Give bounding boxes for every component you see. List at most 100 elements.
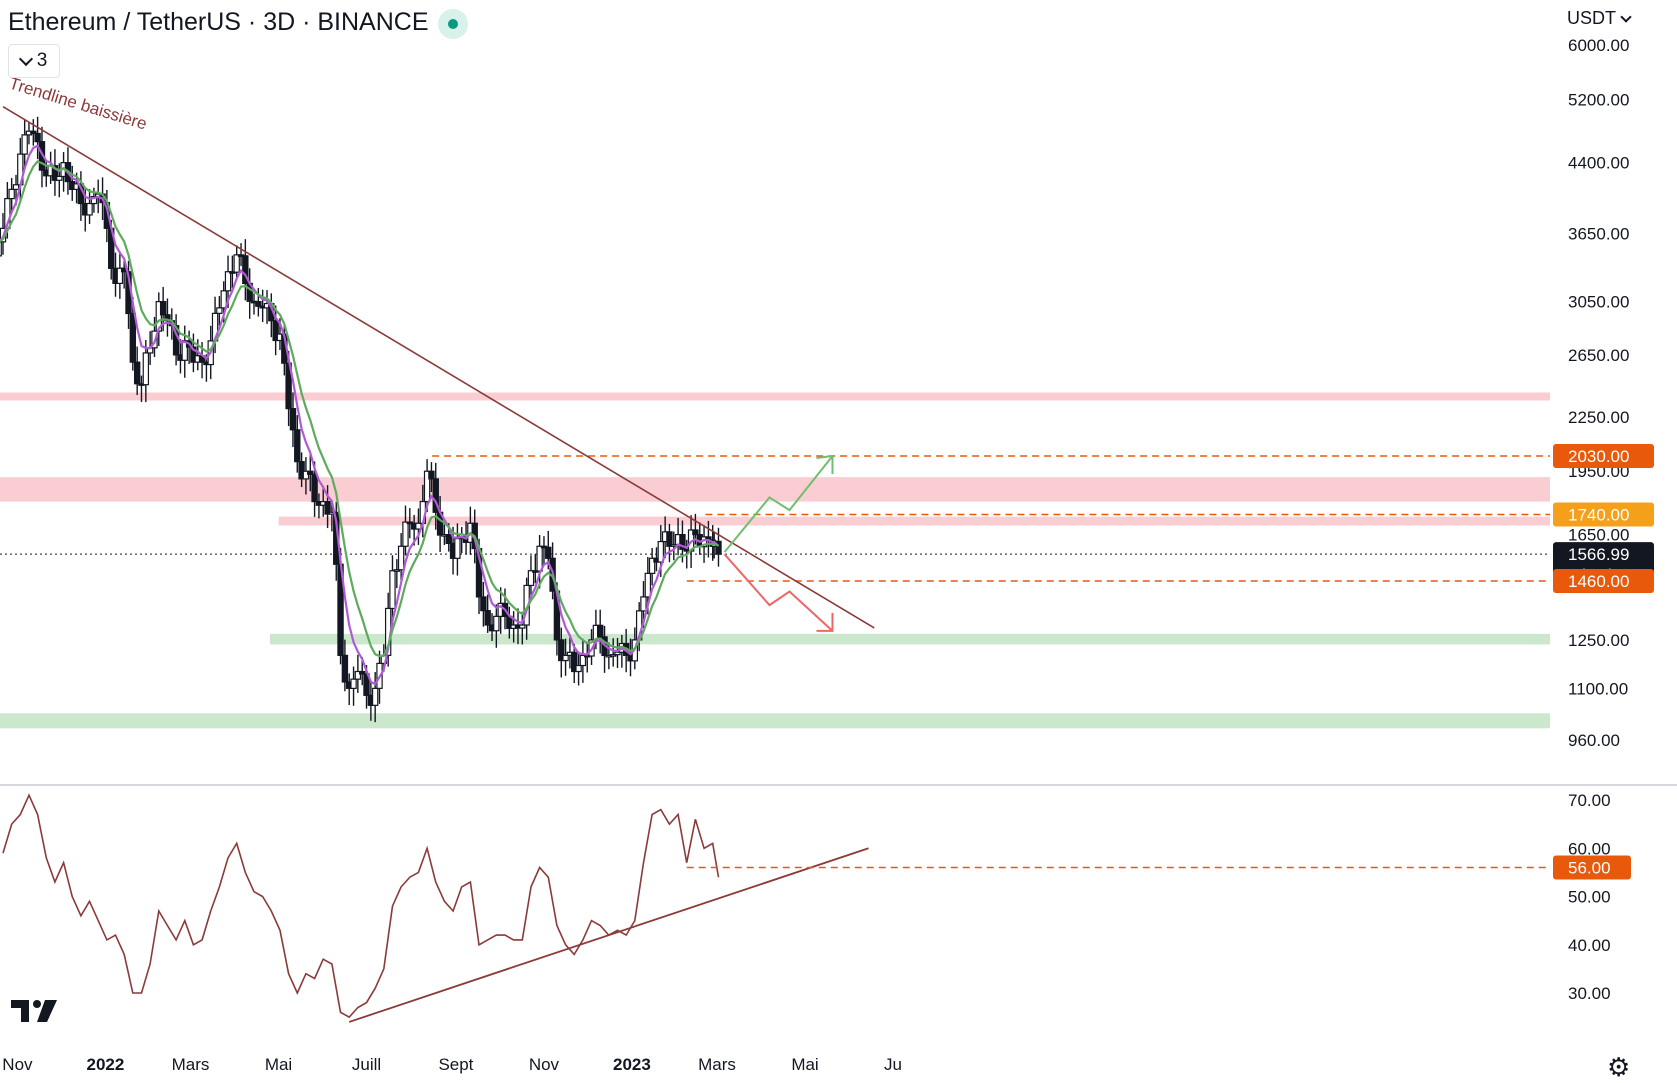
- candle: [493, 615, 500, 632]
- bearish-scenario-arrow: [723, 553, 834, 632]
- time-axis-tick-label: 2023: [613, 1055, 651, 1074]
- time-axis-tick-label: 2022: [87, 1055, 125, 1074]
- time-axis-tick-label: Mai: [265, 1055, 292, 1074]
- candle: [34, 132, 41, 143]
- candle: [363, 673, 370, 696]
- gear-icon[interactable]: ⚙: [1607, 1052, 1631, 1082]
- candle: [393, 569, 401, 572]
- candle: [133, 361, 141, 385]
- resistance-zone: [0, 477, 1550, 502]
- candle: [12, 184, 20, 191]
- candle: [341, 654, 349, 683]
- candle: [307, 470, 314, 475]
- price-axis-tick-label: 4400.00: [1568, 154, 1629, 173]
- price-label-text: 1740.00: [1568, 505, 1629, 524]
- price-label-badge: [1553, 568, 1654, 593]
- candle: [445, 534, 452, 544]
- price-axis-tick-label: 5200.00: [1568, 90, 1629, 109]
- indicator-legend-toggle[interactable]: 3: [8, 44, 60, 78]
- candle: [648, 557, 656, 574]
- chevron-down-icon: [18, 51, 33, 66]
- candle: [679, 534, 686, 550]
- currency-label: USDT: [1567, 8, 1616, 28]
- rsi-label-text: 56.00: [1568, 859, 1611, 878]
- candle: [233, 254, 240, 273]
- candle: [302, 470, 310, 480]
- candle: [480, 596, 487, 612]
- rsi-axis-tick-label: 40.00: [1568, 936, 1611, 955]
- candle: [545, 546, 552, 559]
- bullish-scenario-arrow: [723, 455, 834, 553]
- trendline-label: Trendline baissière: [7, 74, 149, 134]
- time-axis-tick-label: Mars: [698, 1055, 736, 1074]
- candle: [454, 538, 461, 559]
- candle: [715, 540, 722, 555]
- candle: [558, 639, 565, 662]
- candle: [272, 320, 279, 342]
- candle: [484, 610, 491, 626]
- candle: [666, 531, 673, 547]
- time-axis-tick-label: Nov: [2, 1055, 33, 1074]
- candle: [289, 408, 297, 431]
- candle: [220, 290, 227, 309]
- candle: [21, 134, 28, 155]
- candle: [575, 664, 582, 673]
- candle: [8, 188, 15, 200]
- candle: [255, 301, 262, 307]
- candle: [242, 255, 249, 284]
- candle: [389, 570, 396, 610]
- candle: [519, 624, 526, 629]
- time-axis-tick-label: Mai: [791, 1055, 818, 1074]
- time-axis-tick-label: Nov: [529, 1055, 560, 1074]
- candle: [0, 241, 2, 257]
- price-label-badge: [1553, 443, 1654, 468]
- price-axis-tick-label: 2250.00: [1568, 408, 1629, 427]
- price-label-text: 2030.00: [1568, 447, 1629, 466]
- candle: [224, 271, 232, 292]
- support-zone: [269, 633, 1551, 645]
- candle: [596, 624, 604, 638]
- candle: [30, 130, 37, 135]
- rsi-axis-tick-label: 60.00: [1568, 839, 1611, 858]
- price-label-text: 1566.99: [1568, 545, 1629, 564]
- candle: [614, 651, 621, 656]
- chart-title: Ethereum / TetherUS · 3D · BINANCE: [8, 8, 429, 36]
- candle: [562, 654, 569, 662]
- time-axis-tick-label: Ju: [884, 1055, 902, 1074]
- resistance-zone: [278, 516, 1550, 526]
- candle: [359, 670, 366, 675]
- time-axis-tick-label: Sept: [438, 1055, 473, 1074]
- price-axis-tick-label: 3650.00: [1568, 224, 1629, 243]
- candle: [116, 267, 124, 284]
- currency-selector[interactable]: USDT: [1567, 8, 1632, 29]
- rsi-line: [2, 793, 720, 1019]
- candle: [432, 478, 439, 513]
- candle: [51, 165, 59, 181]
- time-axis-tick-label: Juill: [352, 1055, 381, 1074]
- support-zone: [0, 713, 1550, 729]
- indicator-count: 3: [36, 50, 48, 71]
- bullish-arrowhead: [816, 454, 834, 474]
- candle: [56, 175, 63, 181]
- price-axis-tick-label: 3050.00: [1568, 293, 1629, 312]
- candle: [579, 654, 587, 667]
- candle: [657, 540, 664, 563]
- candle: [371, 687, 379, 706]
- chevron-down-icon: [1620, 10, 1632, 23]
- candle: [86, 202, 93, 216]
- candle: [397, 545, 405, 571]
- candle: [644, 572, 652, 598]
- candle: [527, 570, 535, 587]
- tradingview-logo-icon[interactable]: [11, 996, 61, 1024]
- price-axis-tick-label: 1650.00: [1568, 526, 1629, 545]
- candle: [350, 678, 357, 689]
- candle: [129, 312, 137, 363]
- price-axis-tick-label: 2650.00: [1568, 346, 1629, 365]
- candle: [402, 521, 409, 547]
- price-axis-tick-label: 1100.00: [1568, 679, 1628, 698]
- candle: [354, 670, 362, 680]
- candle: [423, 470, 431, 503]
- candle: [311, 473, 318, 503]
- price-label-text: 1460.00: [1568, 572, 1629, 591]
